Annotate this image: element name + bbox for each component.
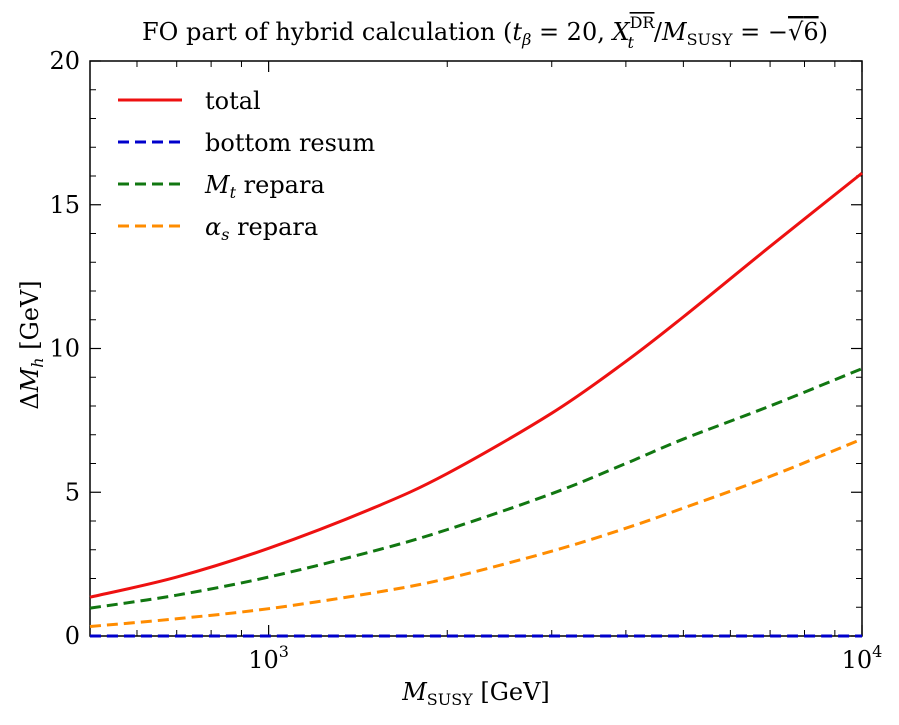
legend-label-mt-repara: Mt repara	[204, 171, 325, 202]
x-axis-label: MSUSY [GeV]	[401, 678, 550, 709]
y-axis-label: ΔMh [GeV]	[16, 280, 47, 409]
chart-title: FO part of hybrid calculation (tβ = 20, …	[142, 13, 828, 52]
legend: total bottom resum Mt repara αs repara	[118, 87, 375, 244]
series-line-alpha-s-repara	[89, 437, 863, 629]
x-tick-label: 104	[842, 642, 883, 674]
y-tick-label: 20	[49, 47, 80, 75]
series-line-total	[89, 171, 863, 599]
y-tick-label: 5	[65, 478, 80, 506]
legend-label-alpha-s-repara: αs repara	[205, 213, 318, 244]
series-lines	[89, 171, 863, 638]
legend-label-total: total	[205, 87, 261, 115]
y-tick-label: 0	[65, 622, 80, 650]
legend-label-bottom-resum: bottom resum	[205, 129, 375, 157]
axis-ticks: 103 104 0 5 10 15 20	[49, 47, 882, 674]
y-tick-label: 10	[49, 335, 80, 363]
series-line-mt-repara	[89, 367, 863, 610]
y-tick-label: 15	[49, 191, 80, 219]
x-tick-label: 103	[248, 642, 289, 674]
